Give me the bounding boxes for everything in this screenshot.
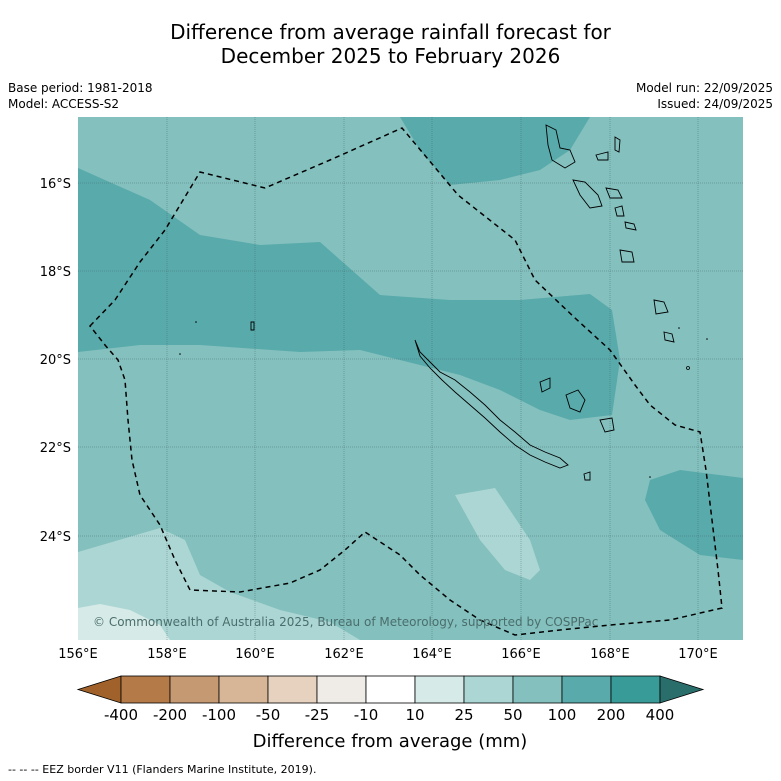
colorbar-segment — [610, 675, 661, 704]
reef-dot-5 — [686, 366, 690, 370]
colorbar-segment — [218, 675, 269, 704]
colorbar-segment — [267, 675, 318, 704]
colorbar-segment — [561, 675, 612, 704]
colorbar-segment — [463, 675, 514, 704]
colorbar-tick-label: 10 — [405, 706, 424, 724]
reef-dot-2 — [179, 353, 181, 355]
vanuatu-malekula — [572, 179, 603, 209]
lon-label: 162°E — [324, 647, 364, 662]
colorbar-tick-label: -100 — [202, 706, 236, 724]
colorbar-segment — [120, 675, 171, 704]
loyalty-island-lifou — [565, 389, 586, 413]
lat-label: 18°S — [40, 265, 71, 280]
lon-label: 168°E — [590, 647, 630, 662]
lat-label: 20°S — [40, 353, 71, 368]
map-area: © Commonwealth of Australia 2025, Bureau… — [78, 117, 743, 640]
vanuatu-tanna — [653, 299, 669, 315]
colorbar-extend-low — [76, 675, 122, 704]
vanuatu-island-4 — [614, 205, 625, 217]
model-run: Model run: 22/09/2025 — [635, 81, 773, 95]
loyalty-island-ouvea — [539, 377, 551, 393]
colorbar-tick-label: 400 — [646, 706, 675, 724]
colorbar-tick-label: -400 — [104, 706, 138, 724]
anomaly-patch-central — [455, 488, 540, 580]
gridlines — [78, 117, 743, 640]
lat-label: 16°S — [40, 177, 71, 192]
colorbar-segment — [414, 675, 465, 704]
colorbar-tick-label: 25 — [454, 706, 473, 724]
colorbar-segment — [512, 675, 563, 704]
latitude-labels: 16°S 18°S 20°S 22°S 24°S — [40, 177, 71, 545]
colorbar-segment — [316, 675, 367, 704]
issued-date: Issued: 24/09/2025 — [657, 97, 773, 111]
lon-label: 164°E — [412, 647, 452, 662]
colorbar-tick-label: -50 — [256, 706, 281, 724]
title-line-2: December 2025 to February 2026 — [220, 44, 561, 68]
eez-border — [89, 127, 723, 636]
colorbar-tick-label: 50 — [503, 706, 522, 724]
reef-dot-4 — [706, 338, 708, 340]
vanuatu-erromango — [619, 249, 635, 263]
vanuatu-island-3 — [605, 187, 623, 199]
colorbar-extend-high — [659, 675, 705, 704]
meta-right: Model run: 22/09/2025 Issued: 24/09/2025 — [636, 80, 773, 112]
colorbar-tick-label: -25 — [305, 706, 330, 724]
anomaly-patch-southwest — [78, 528, 360, 640]
colorbar-tick-label: 100 — [548, 706, 577, 724]
base-period: Base period: 1981-2018 — [8, 81, 153, 95]
anomaly-patch-southwest-light — [78, 604, 170, 640]
meta-left: Base period: 1981-2018 Model: ACCESS-S2 — [8, 80, 153, 112]
colorbar-tick-label: -10 — [354, 706, 379, 724]
island-isle-of-pines — [583, 471, 591, 481]
copyright-notice: © Commonwealth of Australia 2025, Bureau… — [93, 615, 598, 629]
reef-dot-1 — [195, 321, 197, 323]
lon-label: 158°E — [147, 647, 187, 662]
vanuatu-island-1 — [595, 151, 609, 161]
colorbar-tick-label: 200 — [597, 706, 626, 724]
chesterfield-islands — [250, 321, 255, 331]
lat-label: 24°S — [40, 530, 71, 545]
colorbar-segment — [365, 675, 416, 704]
reef-dot-6 — [649, 476, 651, 478]
lon-label: 166°E — [501, 647, 541, 662]
colorbar-title: Difference from average (mm) — [253, 731, 528, 752]
colorbar-labels: -400 -200 -100 -50 -25 -10 10 25 50 100 … — [104, 706, 674, 724]
vanuatu-island-2 — [614, 136, 621, 153]
colorbar-tick-label: -200 — [153, 706, 187, 724]
colorbar-segment — [169, 675, 220, 704]
anomaly-patch-north — [400, 117, 590, 185]
vanuatu-espiritu-santo — [545, 124, 576, 169]
colorbar — [76, 675, 705, 704]
model-name: Model: ACCESS-S2 — [8, 97, 120, 111]
lon-label: 160°E — [235, 647, 275, 662]
eez-legend-note: -- -- -- EEZ border V11 (Flanders Marine… — [8, 763, 317, 776]
anomaly-band-100-200 — [78, 168, 620, 420]
vanuatu-aneityum — [663, 331, 675, 343]
anomaly-patch-east — [645, 470, 743, 560]
vanuatu-efate — [624, 221, 637, 231]
title-line-1: Difference from average rainfall forecas… — [170, 20, 611, 44]
lon-label: 156°E — [58, 647, 98, 662]
reef-dot-3 — [678, 327, 680, 329]
lat-label: 22°S — [40, 441, 71, 456]
lon-label: 170°E — [678, 647, 718, 662]
loyalty-island-mare — [599, 417, 615, 433]
new-caledonia-coastline — [414, 339, 569, 469]
longitude-labels: 156°E 158°E 160°E 162°E 164°E 166°E 168°… — [58, 647, 718, 662]
